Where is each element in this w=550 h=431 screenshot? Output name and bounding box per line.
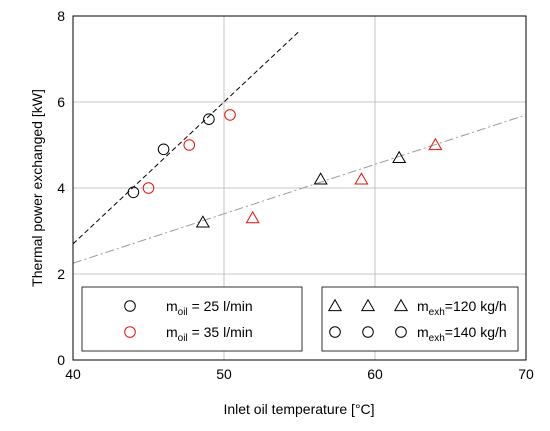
x-tick-label: 50 [216,366,232,382]
legend-marker-circle [329,326,341,338]
x-tick-label: 70 [518,366,534,382]
y-axis-label: Thermal power exchanged [kW] [29,89,45,287]
trendline-dashed [72,30,300,245]
legend-marker-triangle [393,298,409,312]
data-point-circle [224,109,236,121]
data-point-triangle [392,150,407,164]
legend-label: moil = 35 l/min [166,324,253,344]
legend-left-rows: moil = 25 l/min moil = 35 l/min [124,298,253,344]
data-point-triangle [428,137,443,151]
legend-left: moil = 25 l/min moil = 35 l/min [81,286,303,352]
legend-marker-triangle [327,298,343,312]
legend-right-rows: mexh=120 kg/h mexh=140 kg/h [327,298,507,344]
y-tick-label: 2 [57,266,65,282]
x-tick-label: 40 [65,366,81,382]
data-point-circle [203,113,215,125]
y-axis-ticks: 0 2 4 6 8 [57,8,65,368]
legend-label: moil = 25 l/min [166,298,253,318]
data-point-circle [127,186,140,199]
data-point-triangle [245,210,260,224]
trendline-dash-dot [72,114,527,264]
data-point-triangle [195,215,210,228]
trendlines [72,30,527,264]
data-points [127,109,443,228]
plot-frame [72,15,527,361]
y-tick-label: 0 [57,352,65,368]
data-point-circle [142,182,155,194]
legend-left-box [81,286,303,352]
data-point-triangle [313,172,328,185]
legend-label: mexh=140 kg/h [417,324,507,344]
x-tick-label: 60 [367,366,383,382]
legend-right: mexh=120 kg/h mexh=140 kg/h [321,286,519,352]
data-point-triangle [354,172,369,185]
y-tick-label: 6 [57,94,65,110]
legend-label: mexh=120 kg/h [417,298,507,318]
legend-marker-triangle [360,298,376,312]
y-tick-label: 4 [57,180,65,196]
x-axis-label: Inlet oil temperature [°C] [223,401,374,417]
legend-right-box [321,286,519,352]
legend-marker-circle [124,326,136,338]
y-tick-label: 8 [57,8,65,24]
legend-marker-circle [124,300,136,312]
x-axis-ticks: 40 50 60 70 [65,366,534,382]
legend-marker-circle [362,326,374,338]
legend-marker-circle [395,326,407,338]
data-point-circle [183,139,196,151]
data-point-circle [157,143,170,156]
